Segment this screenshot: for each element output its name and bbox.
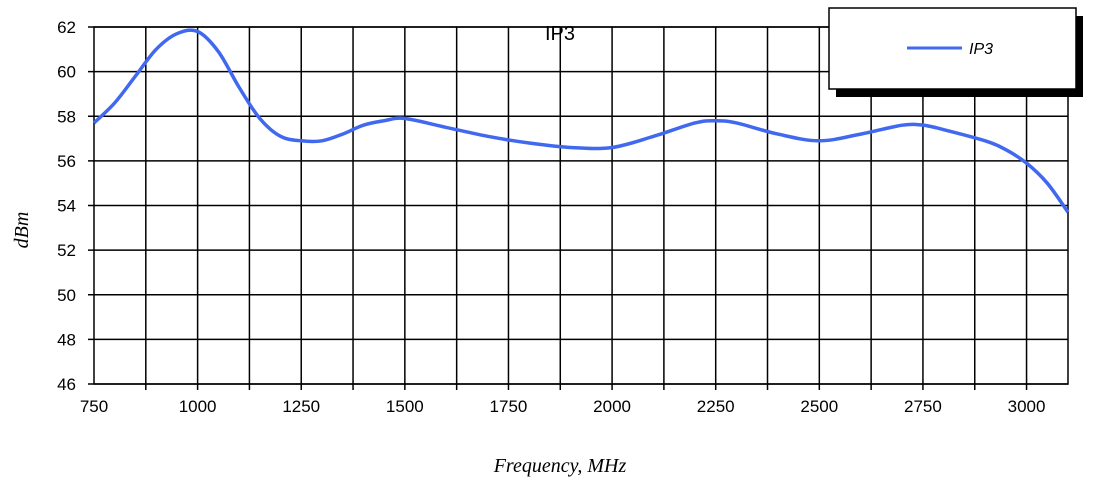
x-tick-label: 1250 [282,397,320,416]
chart-title: IP3 [545,23,575,45]
x-axis-ticks: 750 1000 1250 1500 1750 2000 2250 2500 2750 3000 [80,397,1046,416]
y-tick-label: 46 [57,375,76,394]
x-tick-label: 2250 [697,397,735,416]
y-tick-label: 56 [57,152,76,171]
y-tick-label: 48 [57,330,76,349]
series-layer [92,28,1070,214]
x-tick-label: 750 [80,397,108,416]
plot-grid [88,26,1069,390]
x-tick-label: 3000 [1008,397,1046,416]
legend-series-label: IP3 [969,41,993,58]
y-axis-ticks: 46 48 50 52 54 56 58 60 62 [57,18,76,394]
y-tick-label: 62 [57,18,76,37]
x-tick-label: 2000 [593,397,631,416]
x-tick-label: 2500 [800,397,838,416]
legend: IP3 [828,7,1083,97]
series-line-ip3 [92,28,1070,214]
x-tick-label: 1500 [386,397,424,416]
x-tick-label: 1000 [179,397,217,416]
y-tick-label: 58 [57,107,76,126]
x-axis-title: Frequency, MHz [493,455,627,477]
x-tick-label: 1750 [490,397,528,416]
y-tick-label: 54 [57,197,76,216]
y-tick-label: 52 [57,241,76,260]
y-tick-label: 50 [57,286,76,305]
x-tick-label: 2750 [904,397,942,416]
y-tick-label: 60 [57,63,76,82]
y-axis-title: dBm [11,212,33,249]
